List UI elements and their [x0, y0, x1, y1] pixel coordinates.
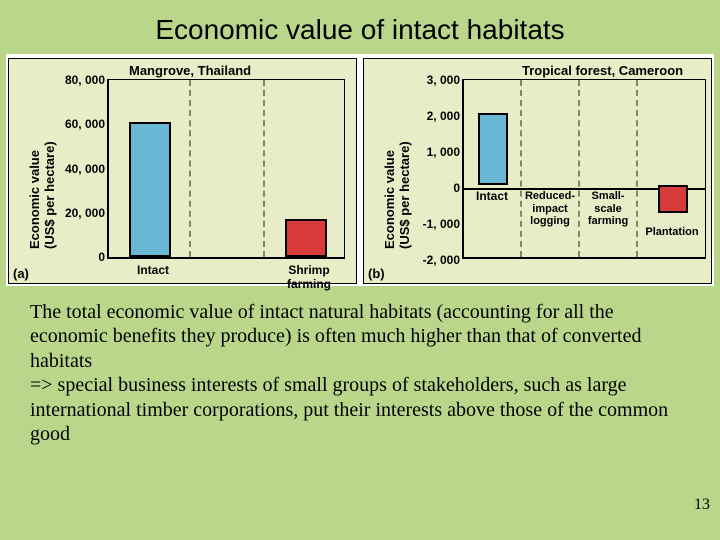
page-title: Economic value of intact habitats [0, 0, 720, 54]
ytick: -1, 000 [412, 218, 460, 230]
ytick: 60, 000 [57, 118, 105, 130]
body-text: The total economic value of intact natur… [0, 286, 720, 446]
grid-dash [578, 80, 580, 257]
xcat: Shrimp farming [269, 264, 349, 292]
ytick: 2, 000 [412, 110, 460, 122]
charts-row: (a) Mangrove, Thailand Economic value (U… [6, 54, 714, 286]
chart-b-ylabel: Economic value (US$ per hectare) [382, 141, 412, 249]
panel-b-label: (b) [368, 266, 385, 281]
ytick: 80, 000 [57, 74, 105, 86]
ytick: 3, 000 [412, 74, 460, 86]
bar-shrimp [285, 219, 327, 257]
bar-intact [129, 122, 171, 257]
xcat: Intact [464, 190, 520, 204]
xcat: Reduced- impact logging [520, 190, 580, 228]
grid-dash [263, 80, 265, 257]
ytick: 20, 000 [57, 207, 105, 219]
chart-a-ylabel: Economic value (US$ per hectare) [27, 141, 57, 249]
grid-dash [520, 80, 522, 257]
grid-dash [189, 80, 191, 257]
xcat: Plantation [636, 226, 708, 239]
panel-b: (b) Tropical forest, Cameroon Economic v… [363, 58, 712, 284]
xcat: Small- scale farming [580, 190, 636, 228]
bar-plantation [658, 185, 688, 213]
panel-a-label: (a) [13, 266, 29, 281]
ytick: 40, 000 [57, 163, 105, 175]
ytick: 1, 000 [412, 146, 460, 158]
ytick: 0 [57, 251, 105, 263]
xcat: Intact [123, 264, 183, 278]
ytick: 0 [412, 182, 460, 194]
ytick: -2, 000 [412, 254, 460, 266]
bar-intact-b [478, 113, 508, 185]
chart-b-plot: 3, 000 2, 000 1, 000 0 -1, 000 -2, 000 I… [462, 79, 706, 259]
panel-a: (a) Mangrove, Thailand Economic value (U… [8, 58, 357, 284]
slide-number: 13 [694, 496, 710, 514]
chart-b-title: Tropical forest, Cameroon [522, 63, 683, 78]
chart-a-title: Mangrove, Thailand [129, 63, 251, 78]
chart-a-plot: 80, 000 60, 000 40, 000 20, 000 0 Intact… [107, 79, 345, 259]
